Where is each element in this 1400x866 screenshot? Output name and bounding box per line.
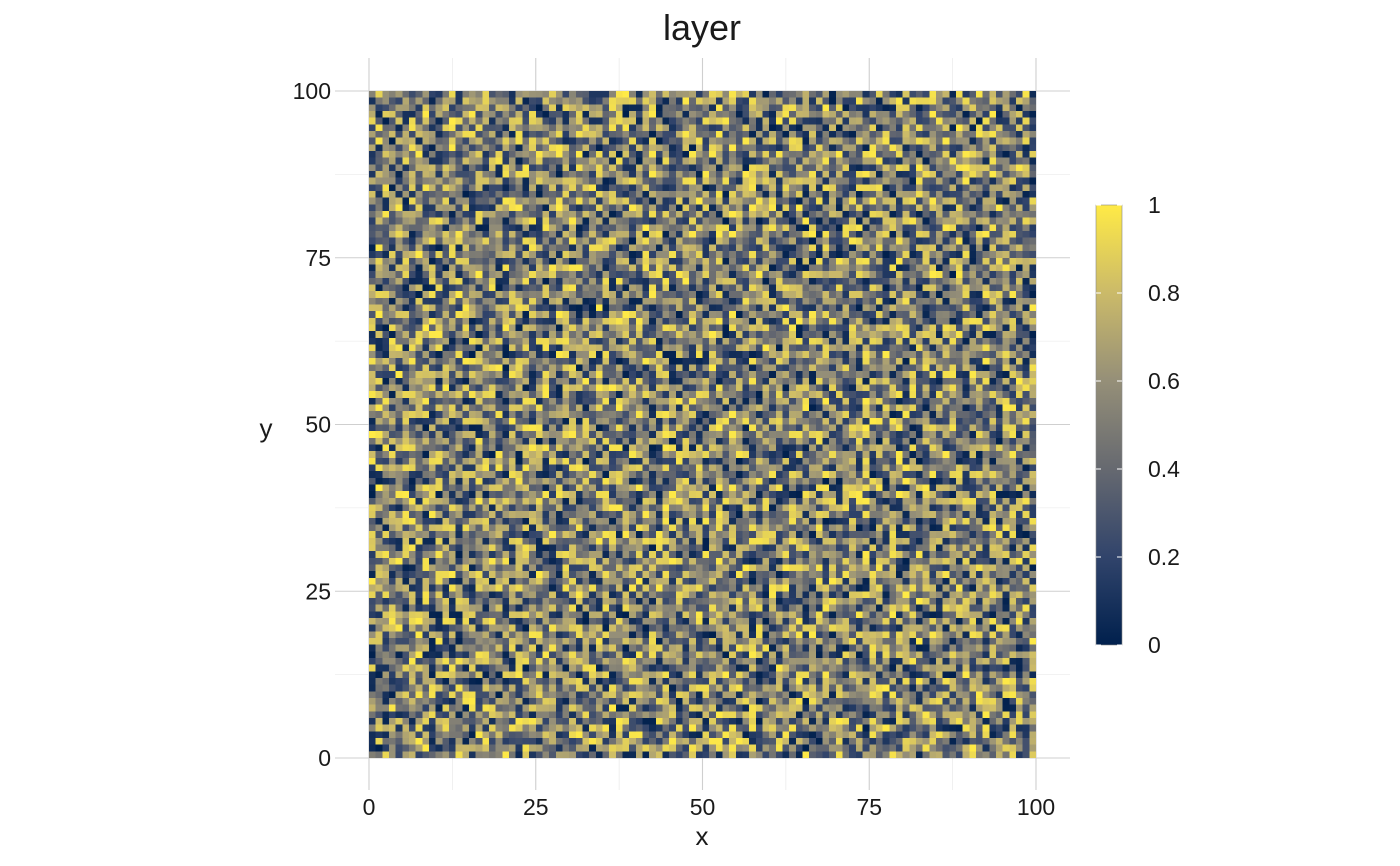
y-tick-label: 0 (318, 745, 331, 771)
x-axis-label: x (696, 821, 709, 851)
y-tick-label: 75 (305, 245, 331, 271)
x-tick-label: 0 (363, 794, 376, 820)
y-tick-label: 100 (293, 78, 331, 104)
x-axis-ticks: 0 25 50 75 100 (363, 794, 1056, 820)
x-tick-label: 75 (856, 794, 882, 820)
colorbar-gradient (1095, 204, 1123, 646)
x-tick-label: 100 (1017, 794, 1055, 820)
colorbar-tick-label: 0.6 (1148, 368, 1180, 394)
colorbar-legend: 0 0.2 0.4 0.6 0.8 1 (1095, 192, 1180, 658)
chart-title: layer (663, 7, 741, 48)
colorbar-tick-label: 0 (1148, 632, 1161, 658)
colorbar-tick-label: 0.8 (1148, 280, 1180, 306)
x-tick-label: 50 (690, 794, 716, 820)
y-tick-label: 25 (305, 578, 331, 604)
y-tick-label: 50 (305, 412, 331, 438)
x-tick-label: 25 (523, 794, 549, 820)
y-axis-ticks: 0 25 50 75 100 (293, 78, 331, 771)
colorbar-tick-label: 1 (1148, 192, 1161, 218)
colorbar-ticks: 0 0.2 0.4 0.6 0.8 1 (1096, 192, 1180, 658)
colorbar-tick-label: 0.4 (1148, 456, 1180, 482)
y-axis-label: y (260, 413, 273, 443)
heatmap-raster (369, 91, 1036, 758)
colorbar-tick-label: 0.2 (1148, 544, 1180, 570)
